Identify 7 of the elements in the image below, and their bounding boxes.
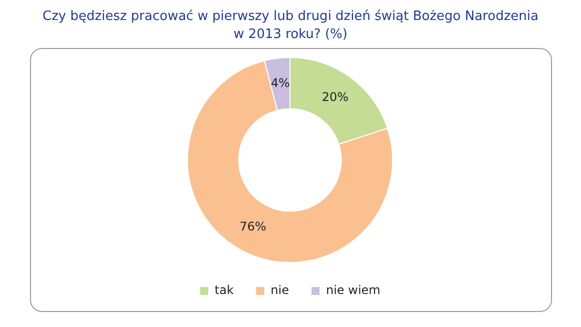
legend-label: nie xyxy=(270,283,288,298)
legend-label: tak xyxy=(214,283,234,298)
data-label: 20% xyxy=(321,90,348,104)
data-label: 4% xyxy=(270,76,290,90)
legend-label: nie wiem xyxy=(325,283,380,298)
data-label: 76% xyxy=(239,219,266,234)
chart-title: Czy będziesz pracować w pierwszy lub drugi dzień świąt Bożego Narodzenia w 2013 roku? (%) xyxy=(42,8,540,44)
